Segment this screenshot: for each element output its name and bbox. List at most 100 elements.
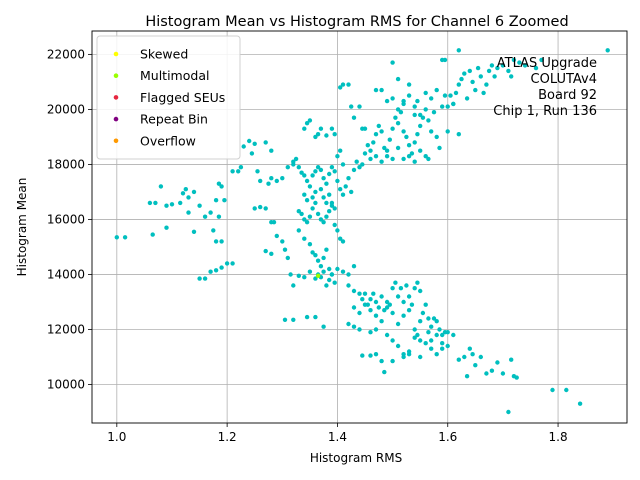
data-point [351, 264, 357, 269]
data-point [351, 115, 357, 120]
data-point [390, 338, 395, 343]
data-point [445, 129, 450, 134]
data-point [338, 85, 343, 90]
legend-label: Flagged SEUs [140, 90, 225, 105]
data-point [506, 68, 511, 74]
data-point [470, 352, 475, 357]
data-point [274, 178, 279, 184]
data-point [492, 74, 497, 79]
data-point [315, 165, 321, 170]
data-point [296, 228, 301, 233]
data-point [304, 198, 310, 203]
data-point [318, 264, 324, 269]
data-point [398, 110, 404, 115]
data-point [238, 165, 244, 170]
data-point [180, 191, 186, 196]
data-point [357, 165, 362, 170]
data-point [318, 126, 324, 131]
data-point [236, 169, 241, 174]
data-point [390, 358, 395, 364]
data-point [335, 266, 340, 272]
data-point [282, 247, 288, 252]
data-point [351, 305, 357, 310]
data-point [401, 354, 406, 360]
data-point [395, 294, 401, 299]
data-point [269, 176, 274, 181]
data-point [511, 57, 517, 63]
data-point [249, 151, 255, 156]
data-point [304, 121, 310, 126]
data-point [412, 112, 417, 118]
data-point [418, 319, 423, 324]
data-point [577, 401, 583, 406]
data-point [114, 235, 120, 240]
data-point [420, 115, 426, 120]
data-point [429, 129, 434, 134]
data-point [426, 156, 431, 162]
data-point [395, 76, 401, 82]
data-point [418, 148, 423, 153]
data-point [484, 371, 489, 376]
data-point [395, 343, 401, 349]
data-point [434, 319, 439, 324]
data-point [299, 211, 304, 217]
data-point [445, 343, 450, 349]
y-tick-label: 16000 [47, 212, 85, 226]
data-point [550, 387, 555, 393]
data-point [395, 121, 401, 126]
data-point [406, 308, 412, 313]
data-point [288, 272, 293, 277]
data-point [313, 200, 318, 206]
data-point [431, 110, 437, 115]
data-point [349, 189, 354, 195]
data-point [373, 313, 379, 318]
legend-marker [113, 116, 119, 122]
data-point [478, 74, 483, 79]
data-point [445, 104, 450, 109]
data-point [486, 68, 492, 74]
data-point [183, 187, 188, 192]
data-point [263, 140, 268, 145]
data-point [406, 154, 412, 159]
data-point [324, 181, 329, 186]
data-point [390, 310, 395, 316]
y-tick-label: 10000 [47, 377, 85, 391]
x-tick-label: 1.4 [328, 430, 347, 444]
data-point [440, 332, 445, 338]
data-point [202, 214, 208, 219]
data-point [329, 203, 335, 208]
data-point [208, 269, 213, 274]
data-point [318, 187, 324, 192]
data-point [296, 165, 301, 170]
data-point [324, 133, 329, 138]
data-point [371, 291, 376, 296]
data-point [357, 310, 362, 316]
data-point [318, 217, 324, 222]
data-point [360, 297, 365, 302]
data-point [379, 358, 384, 364]
data-point [340, 162, 346, 167]
data-point [379, 319, 384, 324]
data-point [522, 63, 528, 68]
data-point [332, 206, 337, 211]
data-point [346, 272, 351, 277]
data-point [357, 291, 362, 296]
data-point [467, 346, 472, 351]
x-axis-label: Histogram RMS [310, 451, 402, 465]
legend-box [96, 35, 241, 160]
data-point [219, 265, 224, 270]
data-point [442, 93, 448, 98]
data-point [456, 132, 461, 137]
data-point [346, 176, 351, 181]
data-point [263, 248, 268, 254]
data-point [382, 145, 387, 151]
legend-marker [113, 138, 119, 144]
data-point [302, 236, 307, 241]
data-points [114, 48, 610, 415]
data-point [351, 288, 357, 294]
data-point [373, 87, 379, 93]
data-point [379, 87, 384, 93]
data-point [230, 169, 235, 174]
data-point [362, 302, 368, 307]
